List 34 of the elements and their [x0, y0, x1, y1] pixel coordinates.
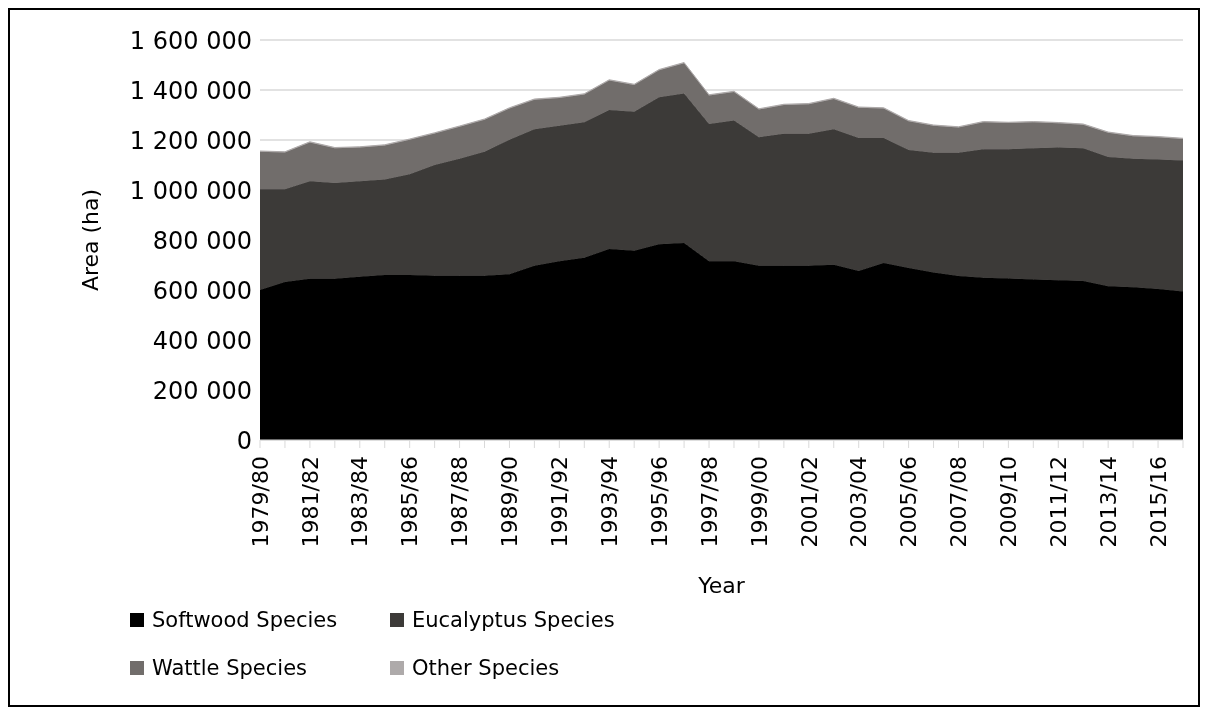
x-tick-label: 2015/16	[1145, 456, 1171, 548]
y-tick-label: 200 000	[152, 376, 252, 405]
x-axis-title: Year	[697, 573, 746, 598]
y-tick-label: 800 000	[152, 226, 252, 255]
x-tick-label: 1987/88	[447, 456, 473, 548]
legend-label: Other Species	[412, 656, 560, 680]
x-tick-label: 1983/84	[347, 456, 373, 548]
x-tick-label: 1979/80	[247, 456, 273, 548]
x-tick-label: 1999/00	[746, 456, 772, 548]
x-tick-label: 1997/98	[696, 456, 722, 548]
x-tick-label: 1991/92	[547, 456, 573, 548]
x-tick-label: 2009/10	[996, 456, 1022, 548]
x-tick-label: 2011/12	[1045, 456, 1071, 548]
x-tick-label: 2013/14	[1095, 456, 1121, 548]
y-tick-label: 1 000 000	[129, 176, 252, 205]
x-tick-label: 2003/04	[846, 456, 872, 548]
legend-label: Eucalyptus Species	[412, 608, 615, 632]
y-tick-label: 1 200 000	[129, 126, 252, 155]
y-tick-label: 400 000	[152, 326, 252, 355]
y-tick-label: 0	[236, 426, 252, 455]
x-tick-label: 1989/90	[497, 456, 523, 548]
x-tick-label: 1985/86	[397, 456, 423, 548]
x-tick-label: 2005/06	[896, 456, 922, 548]
x-tick-label: 1981/82	[297, 456, 323, 548]
y-tick-label: 600 000	[152, 276, 252, 305]
x-tick-label: 2001/02	[796, 456, 822, 548]
x-tick-label: 2007/08	[946, 456, 972, 548]
legend-label: Wattle Species	[152, 656, 308, 680]
y-tick-label: 1 400 000	[129, 76, 252, 105]
legend-label: Softwood Species	[152, 608, 338, 632]
y-tick-label: 1 600 000	[129, 26, 252, 55]
x-tick-label: 1995/96	[646, 456, 672, 548]
y-axis-title: Area (ha)	[77, 188, 103, 292]
x-tick-label: 1993/94	[596, 456, 622, 548]
